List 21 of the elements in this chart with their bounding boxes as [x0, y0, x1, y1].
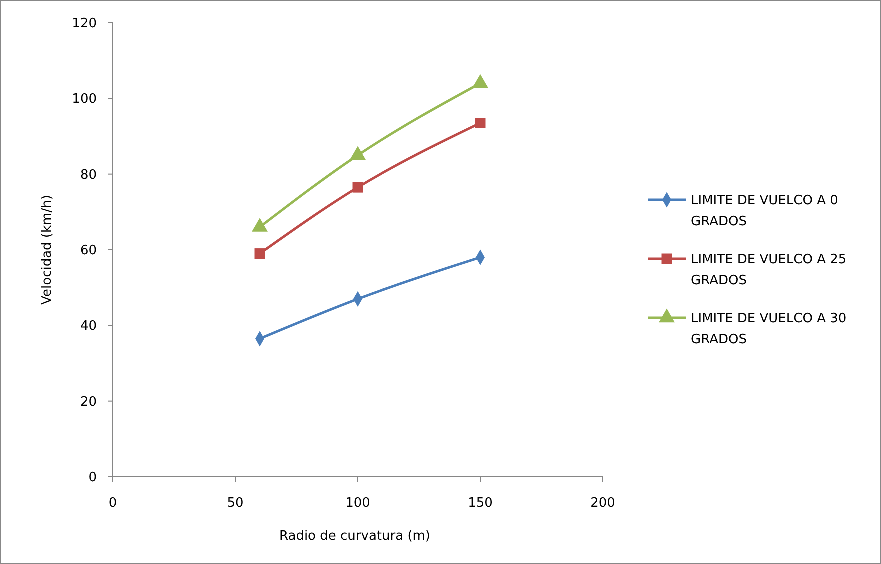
point	[254, 248, 266, 260]
y-tick-label: 120	[72, 16, 97, 32]
y-tick-label: 100	[72, 92, 97, 108]
x-tick-label: 50	[227, 496, 244, 511]
x-tick-label: 0	[108, 496, 118, 511]
x-axis-title: Radio de curvatura (m)	[279, 529, 431, 544]
y-tick-label: 40	[80, 319, 97, 334]
x-tick-label: 100	[346, 496, 370, 511]
x-tick-label: 200	[590, 496, 616, 511]
y-tick-label: 0	[88, 470, 97, 486]
legend-label: LIMITE DE VUELCO A 25 GRADOS	[691, 252, 847, 289]
point	[352, 182, 364, 193]
x-tick-label: 150	[468, 496, 493, 511]
point	[472, 74, 488, 88]
y-tick-label: 20	[80, 394, 97, 410]
legend-label: LIMITE DE VUELCO A 30 GRADOS	[691, 312, 847, 348]
point	[350, 146, 366, 160]
legend-label: LIMITE DE VUELCO A 0 GRADOS	[691, 194, 838, 230]
y-tick-label: 60	[80, 244, 97, 259]
y-axis-title: Velocidad (km/h)	[40, 195, 55, 305]
y-tick-label: 80	[80, 168, 97, 183]
